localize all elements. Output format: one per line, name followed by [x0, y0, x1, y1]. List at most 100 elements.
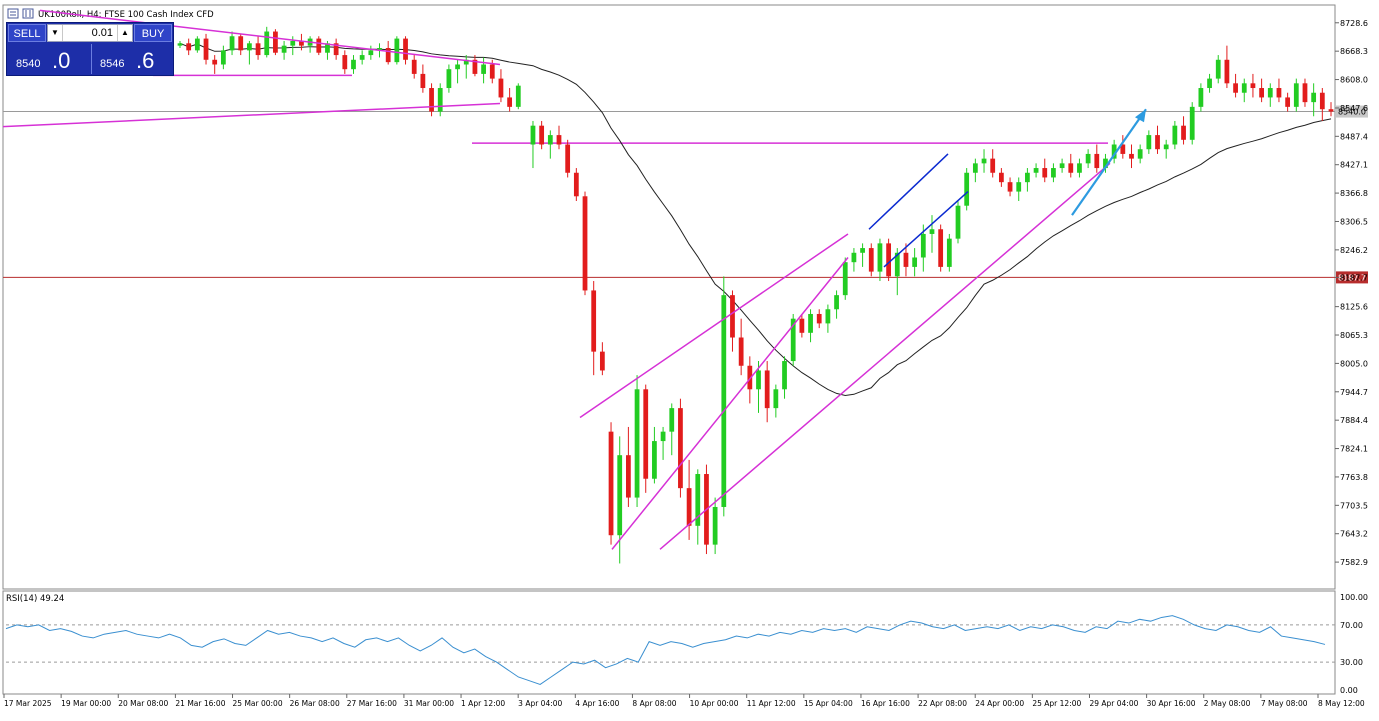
- lot-size-value[interactable]: 0.01: [91, 27, 113, 39]
- candle: [212, 55, 218, 74]
- candle: [1016, 177, 1022, 201]
- candle-body: [747, 365, 753, 390]
- candle-body: [1259, 88, 1264, 98]
- candle-body: [264, 31, 270, 56]
- candle: [764, 361, 770, 423]
- candle: [773, 384, 779, 418]
- candle-body: [955, 205, 961, 239]
- time-tick-label: 16 Apr 16:00: [861, 699, 910, 708]
- candle: [877, 238, 883, 282]
- buy-button[interactable]: BUY: [134, 24, 172, 42]
- candle: [1051, 163, 1056, 183]
- candle: [1103, 153, 1108, 173]
- lot-decrease-icon[interactable]: ▼: [48, 25, 63, 41]
- candle-body: [1233, 83, 1238, 93]
- candle-body: [403, 38, 408, 60]
- candle: [1189, 102, 1195, 145]
- candle-body: [721, 295, 727, 507]
- candle-body: [1224, 59, 1230, 84]
- candle-body: [1025, 172, 1030, 183]
- candle-body: [299, 40, 304, 46]
- candle-body: [212, 59, 218, 65]
- candle-body: [669, 408, 675, 432]
- candle: [1163, 139, 1169, 159]
- price-tick-label: 7944.7: [1340, 388, 1368, 397]
- candle-body: [455, 64, 460, 70]
- candle-body: [238, 36, 244, 51]
- candle-body: [565, 144, 571, 173]
- candle-body: [886, 243, 891, 277]
- candle-body: [463, 59, 469, 65]
- time-tick-label: 8 May 12:00: [1318, 699, 1365, 708]
- chart-properties-icon[interactable]: [22, 8, 34, 19]
- candle: [617, 436, 623, 564]
- bid-price[interactable]: 8540 .0: [8, 44, 90, 74]
- candle-body: [1250, 83, 1256, 89]
- candle: [498, 69, 504, 103]
- candle: [998, 168, 1004, 187]
- current-price-label: 8540.0: [1338, 108, 1366, 117]
- candle-body: [591, 290, 597, 352]
- candle-body: [920, 233, 926, 258]
- breakout-arrow-head: [1135, 109, 1146, 123]
- candle-body: [1051, 168, 1056, 178]
- candle-body: [660, 431, 666, 442]
- candle: [446, 64, 452, 93]
- candle: [359, 50, 365, 65]
- ask-price-tail: .6: [136, 48, 155, 73]
- candle: [1085, 149, 1091, 169]
- candle: [299, 33, 304, 51]
- candle: [972, 158, 978, 183]
- time-tick-label: 2 May 08:00: [1204, 699, 1251, 708]
- price-tick-label: 8125.6: [1340, 303, 1368, 312]
- candle: [455, 59, 460, 84]
- candle-body: [1293, 83, 1299, 107]
- chart-list-icon[interactable]: [7, 8, 19, 19]
- candle: [738, 318, 744, 376]
- candle: [264, 26, 270, 58]
- candle-body: [1042, 168, 1048, 178]
- candle: [530, 120, 536, 169]
- candle-body: [929, 229, 935, 234]
- candle-body: [1198, 88, 1204, 107]
- trend-drawings: [2, 9, 1147, 550]
- candle-body: [203, 38, 209, 60]
- lot-size-field[interactable]: ▼ 0.01 ▲: [47, 24, 133, 42]
- candle: [903, 243, 909, 277]
- candle: [1198, 83, 1204, 112]
- candle: [1267, 83, 1273, 107]
- candle: [964, 168, 970, 211]
- candle: [695, 469, 701, 545]
- candle: [782, 356, 787, 399]
- time-tick-label: 15 Apr 04:00: [804, 699, 853, 708]
- candle-body: [498, 78, 504, 98]
- bid-price-main: 8540: [16, 58, 41, 70]
- candle-body: [1085, 153, 1091, 164]
- time-tick-label: 27 Mar 16:00: [347, 699, 397, 708]
- candle-body: [990, 158, 996, 173]
- candle-body: [972, 163, 978, 173]
- channel-upper-line: [868, 153, 949, 230]
- candle-body: [247, 43, 252, 51]
- ask-price[interactable]: 8546 .6: [91, 44, 173, 74]
- candle: [1025, 168, 1030, 192]
- candle: [515, 83, 521, 110]
- candle-body: [420, 73, 426, 89]
- candle-body: [1302, 83, 1308, 103]
- time-tick-label: 25 Apr 12:00: [1032, 699, 1081, 708]
- candle-body: [1319, 92, 1325, 110]
- time-tick-label: 8 Apr 08:00: [632, 699, 676, 708]
- candle-body: [773, 389, 779, 409]
- candle: [1224, 45, 1230, 89]
- candle-body: [342, 55, 348, 70]
- candle-body: [394, 38, 400, 63]
- lot-increase-icon[interactable]: ▲: [117, 25, 132, 41]
- price-tick-label: 8668.3: [1340, 47, 1368, 56]
- candle: [1241, 78, 1247, 103]
- candle-body: [290, 40, 296, 46]
- sell-button[interactable]: SELL: [8, 24, 46, 42]
- candle-body: [385, 48, 391, 63]
- time-tick-label: 24 Apr 00:00: [975, 699, 1024, 708]
